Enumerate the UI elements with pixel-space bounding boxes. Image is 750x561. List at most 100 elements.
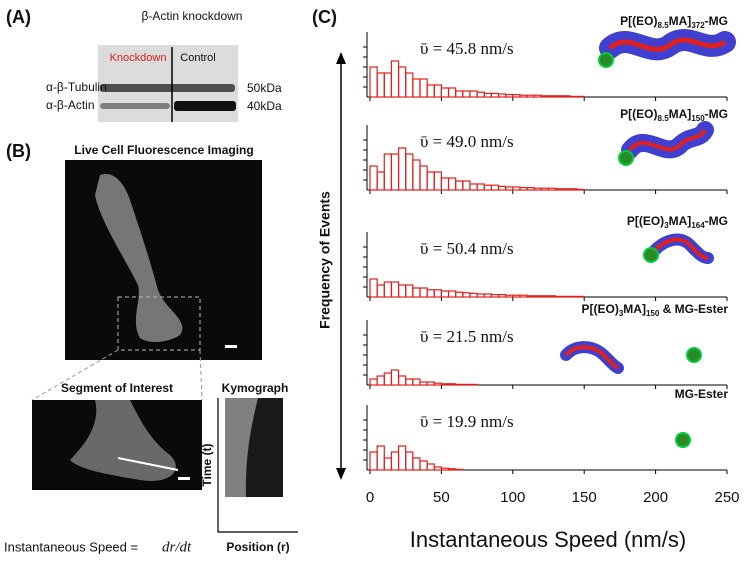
molecule-label: P[(EO)3MA]164-MG bbox=[627, 214, 728, 230]
arrow-head bbox=[336, 52, 346, 64]
bar bbox=[412, 378, 421, 386]
bar bbox=[419, 287, 428, 298]
bar bbox=[447, 290, 457, 298]
bar bbox=[440, 177, 450, 191]
molecule-label-part: 372 bbox=[691, 21, 705, 30]
molecule-label-part: P[(EO) bbox=[627, 214, 664, 228]
bar bbox=[419, 460, 428, 471]
bar bbox=[497, 294, 507, 298]
kymograph-signal bbox=[225, 398, 258, 497]
molecule-label-part: 8.5 bbox=[658, 114, 670, 123]
bar bbox=[555, 295, 564, 298]
bar bbox=[555, 95, 564, 98]
panel-label: (A) bbox=[6, 7, 31, 27]
y-axis-title: Frequency of Events bbox=[317, 191, 333, 329]
bar bbox=[412, 78, 421, 98]
kymo-axes bbox=[217, 398, 298, 533]
bar bbox=[469, 183, 478, 191]
bar bbox=[426, 84, 435, 98]
bar bbox=[383, 281, 393, 298]
bar bbox=[490, 92, 500, 98]
bar bbox=[569, 188, 578, 191]
molecule-label-part: 8.5 bbox=[658, 21, 670, 30]
bar bbox=[433, 84, 443, 98]
band-label: α-β-Actin bbox=[46, 98, 95, 112]
bar bbox=[576, 295, 585, 298]
bar bbox=[576, 95, 585, 98]
x-tick-label: 200 bbox=[643, 489, 668, 506]
bar bbox=[483, 92, 492, 98]
bar bbox=[483, 293, 492, 298]
bar bbox=[476, 91, 485, 98]
bar bbox=[455, 383, 464, 386]
molecule-label-part: -MG bbox=[705, 107, 728, 121]
bar bbox=[383, 72, 393, 98]
bar bbox=[390, 281, 400, 298]
molecule-label-part: & MG-Ester bbox=[659, 302, 728, 316]
molecule-label-part: MA] bbox=[669, 214, 692, 228]
bar bbox=[547, 295, 557, 298]
molecule-label-part: 164 bbox=[691, 221, 705, 230]
bar bbox=[369, 378, 378, 386]
bar bbox=[412, 159, 421, 191]
bar bbox=[562, 188, 571, 191]
bar bbox=[433, 171, 443, 191]
bar bbox=[426, 171, 435, 191]
bar bbox=[390, 60, 400, 98]
molecule-label-part: -MG bbox=[705, 214, 728, 228]
molecule-label-part: 3 bbox=[664, 221, 669, 230]
bar bbox=[519, 294, 528, 298]
bar bbox=[383, 372, 393, 386]
bar bbox=[390, 153, 400, 191]
bar bbox=[469, 383, 478, 386]
bar bbox=[376, 375, 385, 386]
bar bbox=[462, 383, 471, 386]
x-tick-label: 150 bbox=[572, 489, 597, 506]
bar bbox=[505, 186, 514, 191]
bar bbox=[440, 383, 450, 386]
scale-bar bbox=[225, 345, 237, 348]
bar bbox=[526, 94, 535, 98]
molecule-label: P[(EO)8.5MA]372-MG bbox=[620, 14, 728, 30]
bar bbox=[383, 457, 393, 471]
bar bbox=[576, 188, 585, 191]
bar bbox=[447, 468, 457, 471]
bar bbox=[512, 93, 521, 98]
speed-annotation: ῡ = 19.9 nm/s bbox=[420, 412, 514, 431]
formula-expr: dr/dt bbox=[162, 539, 192, 555]
bar bbox=[447, 177, 457, 191]
bar bbox=[405, 284, 414, 298]
formula: Instantaneous Speed = bbox=[4, 539, 138, 554]
image-title: Segment of Interest bbox=[61, 381, 173, 395]
scale-bar bbox=[178, 477, 190, 480]
bar bbox=[462, 90, 471, 98]
bar bbox=[419, 78, 428, 98]
molecule-label-part: 150 bbox=[646, 309, 660, 318]
x-tick-label: 0 bbox=[366, 489, 374, 506]
bar bbox=[540, 95, 550, 98]
axis-label: Time (t) bbox=[200, 443, 214, 486]
cell bbox=[95, 174, 183, 342]
molecule-label-part: P[(EO) bbox=[581, 302, 618, 316]
bar bbox=[426, 289, 435, 298]
bar bbox=[390, 369, 400, 386]
axis-label: Position (r) bbox=[226, 540, 289, 554]
molecule-label-part: MA] bbox=[623, 302, 646, 316]
bar bbox=[533, 295, 542, 298]
molecule-icons bbox=[560, 29, 736, 448]
bar bbox=[519, 187, 528, 191]
molecule-label-part: 3 bbox=[619, 309, 624, 318]
bar bbox=[369, 165, 378, 191]
molecule-label-part: P[(EO) bbox=[620, 14, 657, 28]
molecule-label-part: MG-Ester bbox=[675, 387, 729, 401]
lane-label: Knockdown bbox=[110, 52, 167, 64]
speed-annotation: ῡ = 45.8 nm/s bbox=[420, 39, 514, 58]
panel-label: (B) bbox=[6, 141, 31, 161]
molecule-label-part: P[(EO) bbox=[620, 107, 657, 121]
image-title: Kymograph bbox=[222, 381, 289, 395]
bar bbox=[376, 171, 385, 191]
bar bbox=[476, 183, 485, 191]
bar bbox=[376, 445, 385, 471]
bar bbox=[440, 87, 450, 98]
